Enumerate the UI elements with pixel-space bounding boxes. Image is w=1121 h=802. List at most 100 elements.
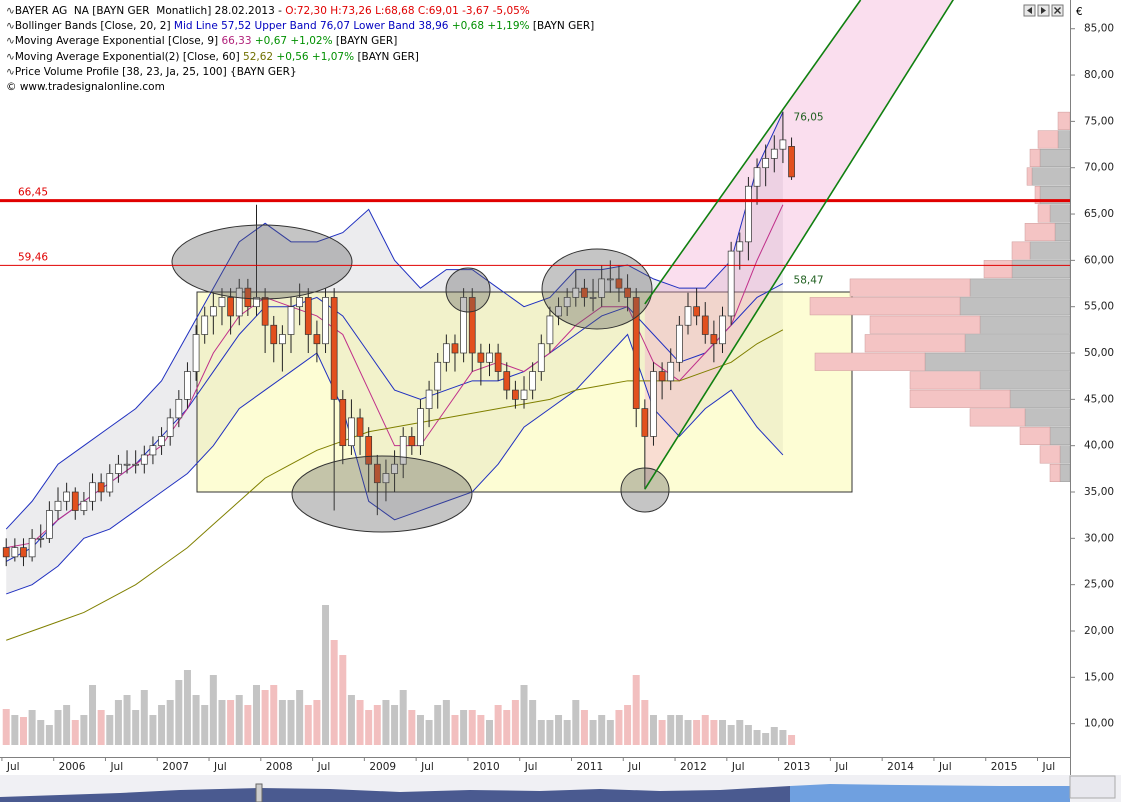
volume-bar	[97, 710, 105, 745]
profile-up	[1049, 426, 1071, 445]
candle-body	[106, 473, 114, 493]
volume-bar	[477, 715, 485, 745]
candle-body	[529, 371, 537, 391]
volume-bar	[684, 720, 692, 745]
x-tick-label: Jul	[938, 761, 952, 773]
candle-body	[330, 297, 338, 400]
legend-text: Moving Average Exponential [Close, 9]	[14, 35, 222, 48]
volume-bar	[192, 695, 200, 745]
candle-body	[572, 287, 580, 298]
volume-bar	[494, 705, 502, 745]
x-tick-label: Jul	[627, 761, 641, 773]
x-tick-label: 2010	[473, 761, 500, 773]
legend-line: Price Volume Profile [38, 23, Ja, 25, 10…	[6, 65, 594, 80]
profile-up	[1059, 463, 1071, 482]
candle-body	[658, 371, 666, 382]
volume-bar	[261, 690, 269, 745]
horizontal-line-label: 59,46	[18, 251, 48, 263]
candle-body	[546, 315, 554, 345]
volume-bar	[537, 720, 545, 745]
volume-bar	[244, 705, 252, 745]
volume-bar	[252, 685, 260, 745]
volume-bar	[2, 709, 10, 745]
candle-body	[408, 436, 416, 447]
volume-bar	[339, 655, 347, 745]
x-tick-label: 2015	[991, 761, 1018, 773]
volume-bar	[408, 710, 416, 745]
volume-bar	[28, 710, 36, 745]
y-axis-panel	[1070, 0, 1121, 775]
candle-body	[227, 297, 234, 317]
profile-up	[969, 278, 1071, 297]
volume-bar	[563, 720, 571, 745]
x-tick-label: 2006	[59, 761, 86, 773]
volume-bar	[287, 700, 295, 745]
volume-bar	[762, 733, 770, 745]
candle-body	[641, 408, 649, 437]
button-icon	[1041, 7, 1046, 14]
volume-bar	[434, 705, 442, 745]
candle-body	[279, 334, 286, 345]
profile-up	[1059, 445, 1071, 464]
trendlines	[644, 0, 955, 490]
profile-down	[909, 389, 1011, 408]
x-tick-label: 2007	[162, 761, 189, 773]
candle-body	[20, 547, 27, 558]
candle-body	[11, 547, 19, 558]
candle-body	[296, 297, 303, 308]
volume-bar	[227, 700, 235, 745]
legend-text: +0,56 +1,07%	[276, 50, 358, 63]
legend-line: © www.tradesignalonline.com	[6, 80, 594, 95]
volume-bar	[322, 605, 330, 745]
volume-bar	[555, 715, 563, 745]
y-tick-label: 25,00	[1084, 579, 1114, 591]
volume-bar	[520, 685, 528, 745]
scroll-handle[interactable]	[255, 783, 263, 802]
candle-body	[762, 158, 770, 169]
legend-text: [BAYN GER]	[335, 35, 398, 48]
candle-body	[115, 463, 122, 474]
y-tick-label: 45,00	[1084, 393, 1114, 405]
volume-bar	[416, 715, 424, 745]
y-tick-label: 30,00	[1084, 532, 1114, 544]
candle-body	[632, 297, 640, 409]
candle-body	[304, 297, 312, 335]
profile-up	[1054, 223, 1071, 242]
volume-bar	[753, 730, 761, 745]
candle-body	[46, 510, 53, 539]
x-tick-label: 2012	[680, 761, 707, 773]
volume-bar	[580, 710, 588, 745]
candle-body	[132, 463, 140, 466]
candle-body	[287, 306, 295, 335]
legend-text: 66,33	[221, 35, 255, 48]
volume-bar	[468, 710, 476, 745]
candle-body	[253, 297, 260, 308]
x-tick-label: 2014	[887, 761, 914, 773]
y-tick-label: 65,00	[1084, 208, 1114, 220]
volume-bar	[218, 700, 226, 745]
volume-bar	[11, 715, 19, 745]
volume-bar	[710, 720, 718, 745]
candle-body	[719, 315, 726, 345]
scroll-buttons[interactable]	[1069, 775, 1116, 799]
legend-text: [BAYN GER]	[357, 50, 419, 63]
y-tick-label: 80,00	[1084, 69, 1114, 81]
x-tick-label: Jul	[213, 761, 227, 773]
volume-bar	[71, 720, 79, 745]
overview-highlight	[790, 784, 1070, 802]
scrollbar[interactable]	[0, 775, 1121, 802]
volume-bar	[114, 700, 122, 745]
y-tick-label: 55,00	[1084, 301, 1114, 313]
volume-bar	[675, 715, 683, 745]
candle-body	[745, 185, 752, 243]
legend-line: Bollinger Bands [Close, 20, 2] Mid Line …	[6, 19, 594, 34]
currency-label: €	[1076, 6, 1083, 18]
volume-bar	[744, 725, 752, 745]
profile-up	[1009, 389, 1071, 408]
profile-down	[809, 297, 961, 316]
candle-body	[356, 417, 364, 437]
volume-bar	[166, 700, 174, 745]
volume-bar	[296, 690, 304, 745]
candle-body	[701, 315, 709, 335]
